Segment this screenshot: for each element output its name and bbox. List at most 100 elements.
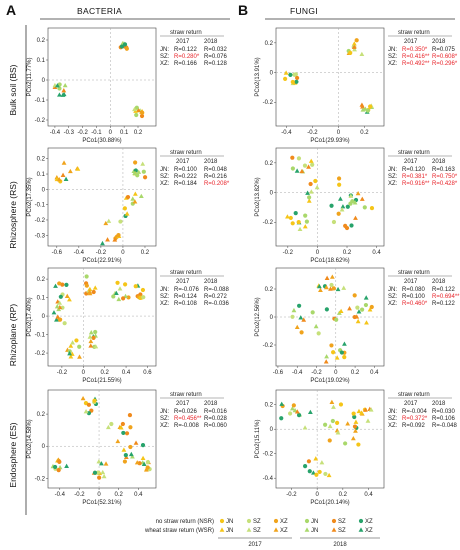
data-point bbox=[352, 200, 358, 205]
data-point bbox=[359, 410, 364, 415]
data-point bbox=[105, 424, 111, 430]
data-point bbox=[87, 289, 93, 294]
data-point bbox=[288, 72, 293, 77]
data-point bbox=[327, 423, 333, 429]
data-point bbox=[352, 424, 358, 429]
data-point bbox=[308, 189, 314, 194]
y-tick-label: -0.1 bbox=[35, 333, 46, 339]
legend-marker-wsr bbox=[331, 527, 337, 532]
data-point bbox=[324, 307, 329, 312]
stats-year-2018: 2018 bbox=[204, 39, 218, 45]
x-tick-label: -0.2 bbox=[74, 492, 85, 498]
scatter-panel-bacteria-2: -0.6 -0.4 -0.2 0 0.2 0.2 0.1 0 -0.1 -0.2 -0.3 PCo1(… bbox=[27, 147, 230, 264]
row-label-rhizosphere: Rhizosphere (RS) bbox=[8, 181, 18, 249]
legend-marker-nsr bbox=[331, 518, 337, 524]
data-point bbox=[80, 395, 86, 401]
y-tick-label: 0 bbox=[270, 191, 274, 197]
data-point bbox=[105, 237, 110, 242]
data-point bbox=[329, 282, 334, 288]
data-point bbox=[306, 164, 311, 169]
data-point bbox=[307, 469, 312, 474]
data-point bbox=[363, 302, 369, 308]
stats-r-2017: R=0.080 bbox=[402, 287, 426, 293]
stats-r-2018: R=0.032 bbox=[204, 47, 228, 53]
x-tick-label: 0 bbox=[337, 130, 341, 136]
data-point bbox=[57, 281, 62, 286]
data-point bbox=[120, 421, 125, 427]
data-point bbox=[57, 459, 62, 464]
data-point bbox=[84, 283, 89, 288]
anosim-stats: straw return 2017 2018 JN: R=0.350* R=0.075 SZ… bbox=[388, 30, 458, 67]
data-point bbox=[360, 107, 366, 112]
data-points bbox=[50, 395, 152, 480]
data-point bbox=[290, 406, 295, 411]
data-point bbox=[88, 343, 94, 348]
data-point bbox=[292, 407, 298, 413]
plot-frame bbox=[47, 147, 157, 247]
data-points bbox=[52, 40, 145, 119]
x-tick-label: -0.2 bbox=[307, 130, 318, 136]
data-point bbox=[314, 184, 320, 190]
x-tick-label: -0.2 bbox=[57, 370, 68, 376]
data-point bbox=[317, 283, 322, 289]
y-tick-label: 0 bbox=[42, 78, 46, 84]
stats-r-2018: R=0.296* bbox=[432, 61, 458, 67]
legend-group-label: SZ bbox=[338, 519, 346, 525]
row-label-rhizoplane: Rhizoplane (RP) bbox=[8, 304, 18, 367]
y-tick-label: -0.2 bbox=[263, 220, 274, 226]
x-tick-label: 0.2 bbox=[115, 492, 124, 498]
data-point bbox=[359, 51, 365, 57]
stats-r-2017: R=0.092 bbox=[402, 423, 426, 429]
data-point bbox=[362, 205, 367, 210]
stats-year-2017: 2017 bbox=[404, 279, 418, 285]
stats-r-2018: R=0.216 bbox=[204, 174, 228, 180]
data-point bbox=[96, 459, 102, 464]
data-point bbox=[57, 300, 63, 305]
legend-marker-nsr bbox=[219, 518, 225, 524]
data-point bbox=[125, 194, 131, 200]
data-point bbox=[311, 470, 316, 475]
data-point bbox=[64, 282, 69, 287]
stats-site: XZ: bbox=[388, 61, 398, 67]
y-tick-label: 0.2 bbox=[265, 41, 274, 47]
data-point bbox=[303, 213, 308, 218]
stats-site: JN: bbox=[388, 47, 397, 53]
data-point bbox=[294, 409, 300, 414]
data-point bbox=[53, 464, 58, 470]
stats-title: straw return bbox=[170, 392, 202, 398]
data-point bbox=[335, 430, 341, 435]
data-point bbox=[285, 214, 290, 219]
data-point bbox=[297, 303, 302, 308]
x-axis-label: PCo1(29.93%) bbox=[310, 138, 349, 144]
data-point bbox=[145, 460, 151, 465]
legend-group-label: JN bbox=[226, 519, 233, 525]
stats-title: straw return bbox=[398, 30, 430, 36]
data-point bbox=[92, 470, 98, 475]
x-axis-label: PCo1(21.55%) bbox=[82, 378, 121, 384]
x-tick-label: -0.4 bbox=[74, 250, 85, 256]
data-point bbox=[323, 422, 328, 427]
data-point bbox=[356, 442, 361, 447]
x-tick-label: -0.6 bbox=[273, 370, 284, 376]
stats-r-2017: R=0.280* bbox=[174, 54, 200, 60]
data-point bbox=[290, 314, 295, 319]
y-tick-label: 0.2 bbox=[37, 157, 46, 163]
data-point bbox=[61, 160, 67, 165]
y-tick-label: 0.2 bbox=[37, 277, 46, 283]
data-point bbox=[116, 296, 122, 302]
y-tick-label: 0 bbox=[270, 427, 274, 433]
data-point bbox=[103, 461, 109, 466]
stats-site: SZ: bbox=[388, 174, 398, 180]
stats-title: straw return bbox=[170, 270, 202, 276]
data-point bbox=[64, 293, 70, 298]
stats-r-2017: R=0.026 bbox=[174, 409, 198, 415]
x-axis-label: PCo1(20.14%) bbox=[310, 500, 349, 506]
data-point bbox=[355, 318, 361, 324]
data-point bbox=[348, 193, 354, 198]
y-tick-label: -0.2 bbox=[263, 343, 274, 349]
x-tick-label: -0.6 bbox=[52, 250, 63, 256]
data-point bbox=[340, 204, 346, 209]
stats-site: SZ: bbox=[160, 416, 170, 422]
data-point bbox=[62, 82, 68, 88]
data-point bbox=[327, 438, 332, 443]
